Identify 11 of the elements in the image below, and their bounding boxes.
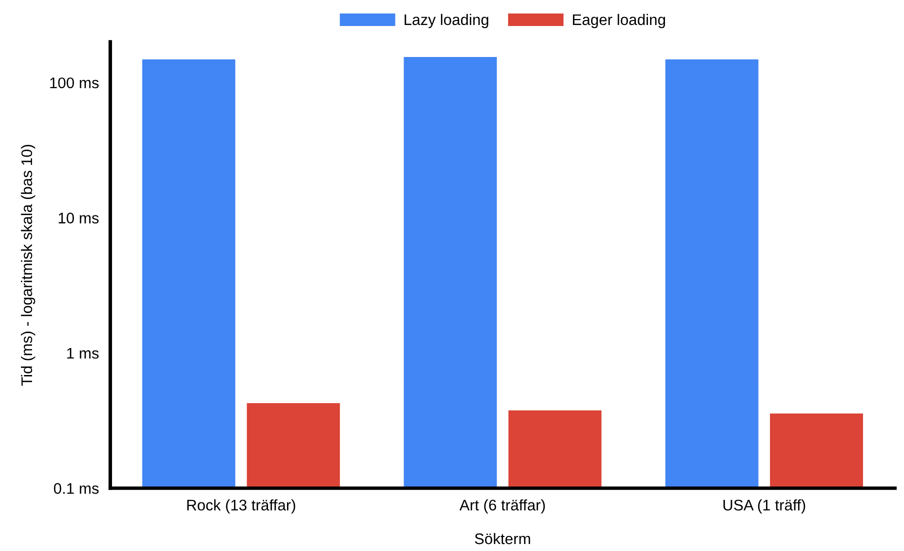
legend-label: Eager loading <box>572 14 666 28</box>
x-tick-label: Rock (13 träffar) <box>187 499 296 514</box>
x-axis-title: Sökterm <box>474 532 530 544</box>
y-axis-title: Tid (ms) - logaritmisk skala (bas 10) <box>20 144 36 386</box>
y-tick-label: 0.1 ms <box>54 483 99 494</box>
legend-label: Lazy loading <box>404 14 488 28</box>
x-tick-label: Art (6 träffar) <box>460 499 545 514</box>
y-tick-label: 1 ms <box>67 348 99 359</box>
y-tick-label: 10 ms <box>58 212 99 224</box>
x-tick-label: USA (1 träff) <box>723 499 806 514</box>
y-tick-label: 100 ms <box>50 77 99 88</box>
